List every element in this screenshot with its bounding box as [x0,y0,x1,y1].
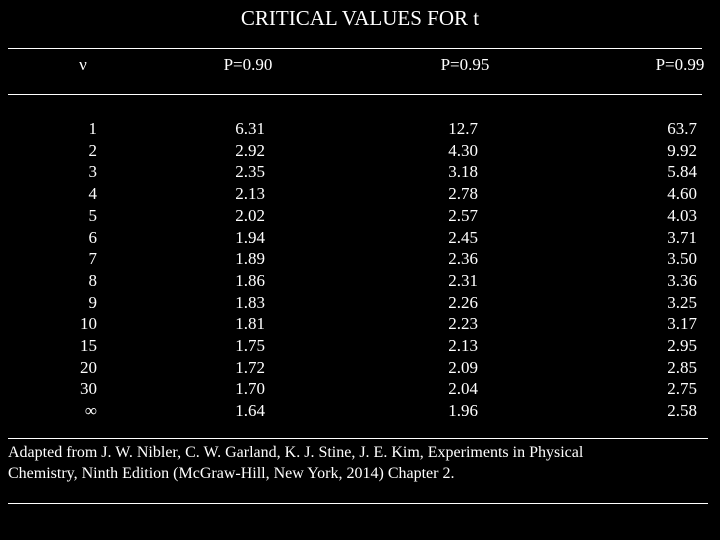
table-cell: 63.7 [667,119,697,138]
row-label: 9 [88,292,98,312]
row-label: 5 [88,205,98,225]
table-cell: 9.92 [667,140,697,160]
table-cell: 2.35 [235,162,265,182]
row-label: 2 [88,140,98,160]
table-cell: 5.84 [667,162,697,182]
table-cell: 2.04 [448,379,478,399]
table-cell: 2.75 [667,379,697,399]
row-label: 6 [88,227,98,247]
table-cell: 1.89 [235,249,265,269]
table-cell: 2.02 [235,205,265,225]
table-cell: 1.86 [235,270,265,290]
row-label: 20 [80,357,97,377]
table-cell: 2.13 [235,184,265,204]
column-header: P=0.99 [655,55,705,74]
table-cell: 2.85 [667,357,697,377]
row-label: 4 [88,184,98,204]
row-label: 3 [88,162,98,182]
table-cell: 4.03 [667,205,697,225]
column-header: P=0.90 [223,55,273,74]
table-cell: 2.58 [667,401,697,421]
table-cell: 3.36 [667,270,697,290]
table-cell: 4.30 [448,140,478,160]
table-cell: 2.78 [448,184,478,204]
table-cell: 2.92 [235,140,265,160]
table-cell: 1.83 [235,292,265,312]
table-cell: 3.50 [667,249,697,269]
footnote-line: Chemistry, Ninth Edition (McGraw-Hill, N… [8,465,455,482]
row-label: 15 [80,336,97,355]
rule [8,94,702,95]
row-label: 1 [88,119,98,138]
rule [8,438,708,439]
table-cell: 2.57 [448,205,478,225]
table-cell: 1.75 [235,336,265,355]
table-cell: 6.31 [235,119,265,138]
table-cell: 2.95 [667,336,697,355]
column-header: P=0.95 [440,55,490,74]
table-cell: 1.72 [235,357,265,377]
table-cell: 2.13 [448,336,478,355]
table-cell: 1.70 [235,379,265,399]
table-cell: 2.26 [448,292,478,312]
table-cell: 2.23 [448,314,478,334]
table-cell: 2.09 [448,357,478,377]
table-cell: 1.64 [235,401,265,421]
table-cell: 1.94 [235,227,265,247]
table-cell: 3.25 [667,292,697,312]
column-header: ν [79,55,87,74]
table-cell: 2.36 [448,249,478,269]
rule [8,503,708,504]
rule [8,48,702,49]
table-cell: 4.60 [667,184,697,204]
row-label: 30 [80,379,97,399]
table-cell: 1.81 [235,314,265,334]
row-label: 7 [88,249,98,269]
table-cell: 12.7 [448,119,478,138]
table-cell: 3.71 [667,227,697,247]
row-label: 10 [80,314,97,334]
title: CRITICAL VALUES FOR t [240,6,480,30]
row-label: ∞ [84,401,97,421]
table-cell: 3.18 [448,162,478,182]
table-cell: 1.96 [448,401,478,421]
table-cell: 2.31 [448,270,478,290]
table-cell: 2.45 [448,227,478,247]
row-label: 8 [88,270,98,290]
footnote-line: Adapted from J. W. Nibler, C. W. Garland… [8,444,584,461]
table-cell: 3.17 [667,314,697,334]
